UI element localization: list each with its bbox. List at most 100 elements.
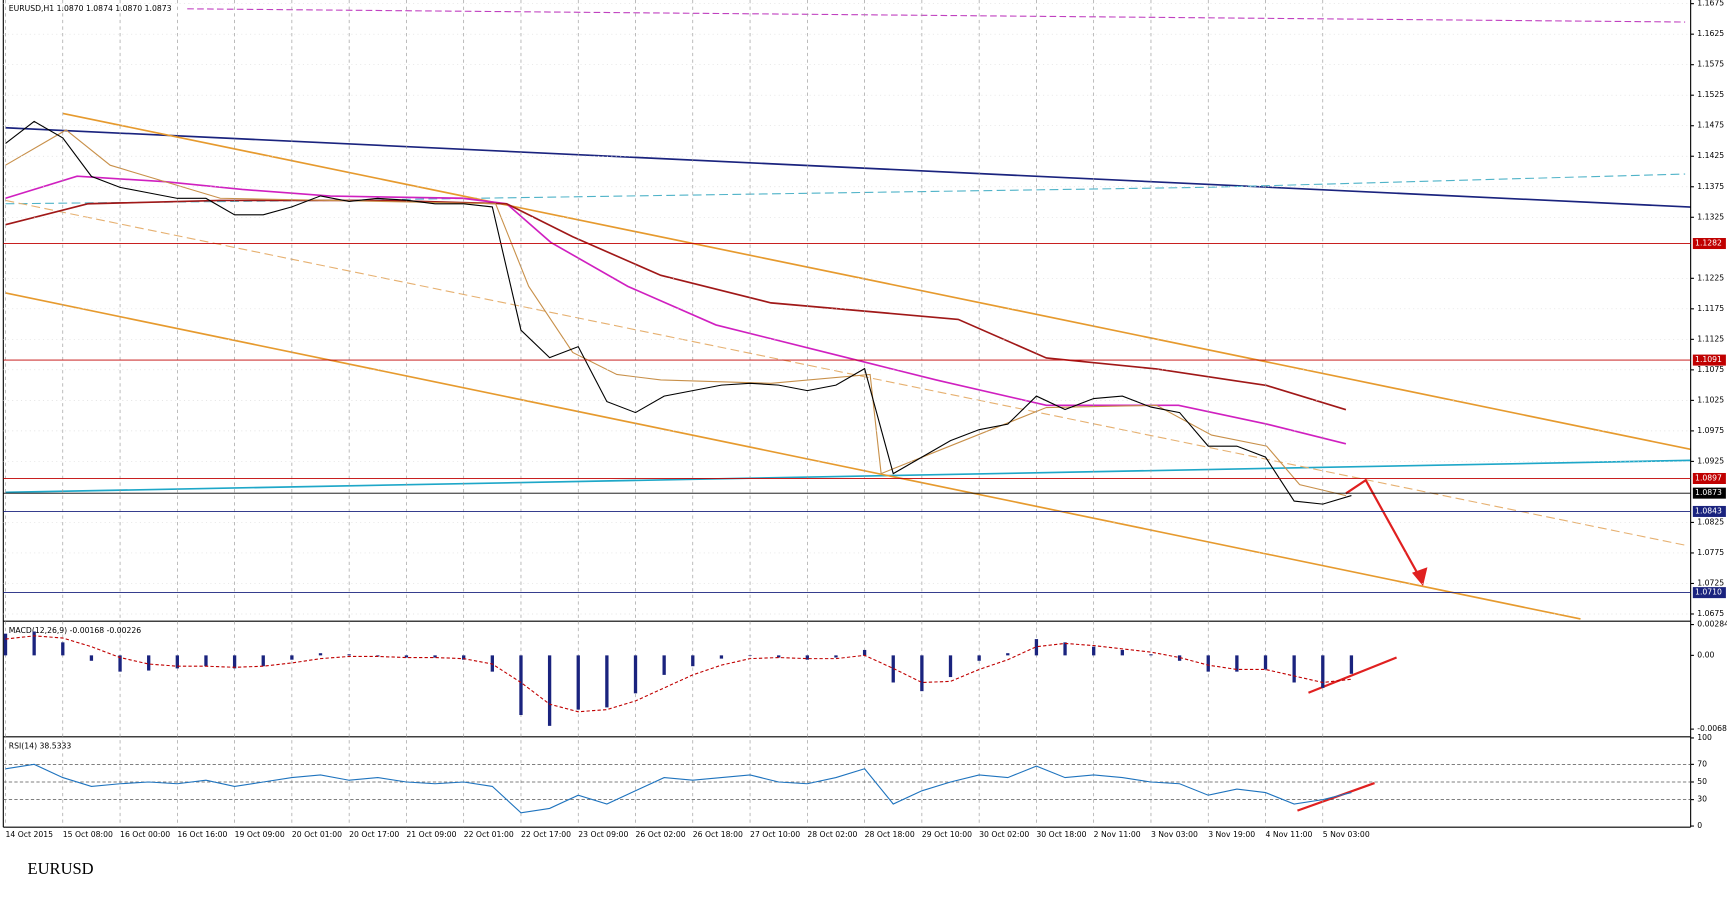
price-tag (1692, 487, 1726, 499)
caption: EURUSD (28, 859, 94, 878)
x-tick-label: 3 Nov 19:00 (1208, 830, 1255, 839)
histogram-bar (547, 655, 552, 726)
y-tick-label: 1.1375 (1697, 182, 1724, 191)
histogram-bar (633, 655, 638, 694)
y-tick-label: 1.0675 (1697, 609, 1724, 618)
y-tick-label: 1.1625 (1697, 29, 1724, 38)
x-tick-label: 22 Oct 17:00 (521, 830, 571, 839)
histogram-bar (1092, 646, 1096, 656)
histogram-bar (147, 655, 151, 671)
channel-lower (5, 292, 1581, 620)
y-tick-label: 70 (1697, 759, 1707, 768)
y-tick-label: 0 (1697, 821, 1702, 830)
histogram-bar (1149, 654, 1153, 656)
price-tag (1692, 472, 1726, 484)
x-tick-label: 23 Oct 09:00 (578, 830, 628, 839)
x-tick-label: 14 Oct 2015 (6, 830, 54, 839)
y-tick-label: 30 (1697, 795, 1707, 804)
y-tick-label: 1.0975 (1697, 426, 1724, 435)
histogram-bar (748, 655, 752, 656)
ma-fast (5, 129, 1347, 497)
y-tick-label: 1.1525 (1697, 90, 1724, 99)
y-tick-label: 1.0775 (1697, 548, 1724, 557)
y-tick-label: 0.00284 (1697, 620, 1727, 629)
signal-line (5, 635, 1352, 713)
price-line (5, 763, 1352, 814)
price-tag (1692, 587, 1726, 599)
y-tick-label: -0.0068 (1697, 724, 1727, 733)
histogram-bar (204, 655, 208, 667)
histogram-bar (32, 631, 36, 656)
y-tick-label: 1.1425 (1697, 151, 1724, 160)
histogram-bar (1263, 655, 1268, 670)
x-tick-label: 30 Oct 02:00 (979, 830, 1029, 839)
y-tick-label: 1.0925 (1697, 456, 1724, 465)
y-tick-label: 1.1325 (1697, 212, 1724, 221)
y-tick-label: 1.1575 (1697, 60, 1724, 69)
histogram-bar (175, 655, 179, 669)
x-tick-label: 22 Oct 01:00 (464, 830, 514, 839)
histogram-bar (232, 655, 237, 669)
histogram-bar (719, 655, 724, 659)
trend-line (5, 126, 1691, 208)
histogram-bar (805, 655, 809, 660)
histogram-bar (462, 655, 466, 660)
price-tag-label: 1.0843 (1695, 506, 1722, 515)
x-tick-label: 28 Oct 02:00 (807, 830, 857, 839)
histogram-bar (1006, 653, 1010, 656)
histogram-bar (834, 655, 838, 658)
histogram-bar (404, 655, 409, 658)
histogram-bar (3, 633, 8, 656)
y-tick-label: 1.1075 (1697, 365, 1724, 374)
x-tick-label: 15 Oct 08:00 (63, 830, 113, 839)
histogram-bar (862, 649, 867, 656)
y-tick-label: 1.1675 (1697, 0, 1724, 8)
histogram-bar (948, 655, 953, 678)
histogram-bar (777, 655, 781, 658)
ma-long (187, 8, 1686, 23)
histogram-bar (290, 655, 294, 660)
ma-magenta (5, 175, 1347, 445)
price-line (5, 120, 1352, 505)
histogram-bar (920, 655, 924, 692)
x-tick-label: 3 Nov 03:00 (1151, 830, 1198, 839)
panel-title: EURUSD,H1 1.0870 1.0874 1.0870 1.0873 (9, 4, 172, 13)
x-tick-label: 5 Nov 03:00 (1323, 830, 1370, 839)
histogram-bar (1235, 655, 1239, 672)
histogram-bar (576, 655, 580, 710)
histogram-bar (1063, 642, 1067, 656)
x-tick-label: 19 Oct 09:00 (235, 830, 285, 839)
histogram-bar (61, 642, 65, 656)
x-tick-label: 16 Oct 00:00 (120, 830, 170, 839)
support-line (5, 459, 1691, 494)
histogram-bar (977, 655, 981, 661)
ma-red (5, 199, 1347, 411)
x-tick-label: 27 Oct 10:00 (750, 830, 800, 839)
histogram-bar (261, 655, 265, 667)
x-tick-label: 4 Nov 11:00 (1266, 830, 1313, 839)
channel-upper (62, 112, 1691, 451)
histogram-bar (89, 655, 94, 661)
histogram-bar (891, 655, 895, 683)
histogram-bar (1034, 639, 1039, 656)
histogram-bar (1206, 655, 1210, 672)
x-tick-label: 28 Oct 18:00 (865, 830, 915, 839)
histogram-bar (318, 653, 323, 656)
y-tick-label: 1.1225 (1697, 273, 1724, 282)
x-tick-label: 20 Oct 17:00 (349, 830, 399, 839)
y-tick-label: 1.1025 (1697, 395, 1724, 404)
y-tick-label: 1.1175 (1697, 304, 1724, 313)
channel-mid (5, 199, 1686, 546)
x-tick-label: 30 Oct 18:00 (1036, 830, 1086, 839)
x-tick-label: 2 Nov 11:00 (1094, 830, 1141, 839)
y-tick-label: 1.0725 (1697, 578, 1724, 587)
panel-title: MACD(12,26,9) -0.00168 -0.00226 (9, 626, 142, 635)
histogram-bar (1349, 655, 1354, 674)
price-tag-label: 1.0897 (1695, 473, 1722, 482)
drawings (2, 0, 1692, 828)
y-tick-label: 1.1475 (1697, 121, 1724, 130)
y-tick-label: 0.00 (1697, 650, 1714, 659)
